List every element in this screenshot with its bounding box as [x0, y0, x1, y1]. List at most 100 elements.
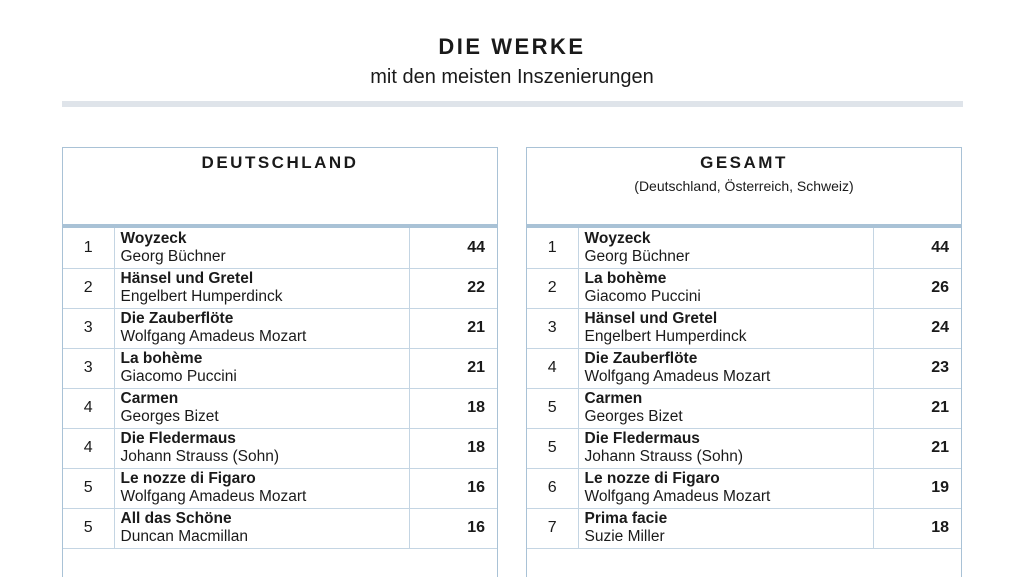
rank-cell: 2 [527, 268, 579, 309]
work-title: Die Zauberflöte [584, 350, 698, 367]
page-title: DIE WERKE [438, 34, 586, 59]
work-author: Giacomo Puccini [584, 288, 701, 305]
ranking-table: 1 Woyzeck Georg Büchner 44 2 La bohème G… [527, 228, 961, 549]
rank-cell: 7 [527, 508, 579, 549]
rank-cell: 2 [63, 268, 115, 309]
work-cell: Le nozze di Figaro Wolfgang Amadeus Moza… [114, 468, 410, 509]
work-title: Prima facie [584, 510, 668, 527]
count-cell: 18 [409, 388, 497, 429]
table-row: 4 Die Zauberflöte Wolfgang Amadeus Mozar… [527, 348, 961, 389]
panel-header: GESAMT (Deutschland, Österreich, Schweiz… [527, 148, 961, 224]
rank-cell: 5 [527, 428, 579, 469]
table-row: 7 Prima facie Suzie Miller 18 [527, 508, 961, 549]
table-row: 5 Le nozze di Figaro Wolfgang Amadeus Mo… [63, 468, 497, 509]
rank-cell: 3 [63, 348, 115, 389]
page-header: DIE WERKE mit den meisten Inszenierungen [0, 32, 1024, 92]
work-author: Georges Bizet [584, 408, 683, 425]
work-cell: Carmen Georges Bizet [114, 388, 410, 429]
rank-cell: 5 [63, 468, 115, 509]
work-cell: Die Zauberflöte Wolfgang Amadeus Mozart [578, 348, 874, 389]
work-author: Georg Büchner [584, 247, 690, 265]
table-row: 5 All das Schöne Duncan Macmillan 16 [63, 508, 497, 549]
table-row: 1 Woyzeck Georg Büchner 44 [527, 228, 961, 269]
count-cell: 16 [409, 508, 497, 549]
count-cell: 16 [409, 468, 497, 509]
work-cell: La bohème Giacomo Puccini [114, 348, 410, 389]
work-author: Suzie Miller [584, 528, 665, 545]
count-cell: 44 [409, 228, 497, 269]
work-cell: Die Zauberflöte Wolfgang Amadeus Mozart [114, 308, 410, 349]
panel-title: DEUTSCHLAND [201, 153, 359, 172]
work-author: Engelbert Humperdinck [120, 288, 283, 305]
work-title: All das Schöne [120, 510, 232, 527]
rank-cell: 4 [527, 348, 579, 389]
work-author: Georg Büchner [120, 247, 226, 265]
table-row: 4 Carmen Georges Bizet 18 [63, 388, 497, 429]
panel-title: GESAMT [700, 153, 788, 172]
count-cell: 21 [409, 308, 497, 349]
rank-cell: 3 [63, 308, 115, 349]
work-author: Giacomo Puccini [120, 368, 237, 385]
work-cell: Prima facie Suzie Miller [578, 508, 874, 549]
panel-header: DEUTSCHLAND [63, 148, 497, 224]
work-author: Johann Strauss (Sohn) [584, 448, 744, 465]
work-title: Carmen [584, 390, 643, 407]
table-row: 2 Hänsel und Gretel Engelbert Humperdinc… [63, 268, 497, 309]
table-row: 5 Die Fledermaus Johann Strauss (Sohn) 2… [527, 428, 961, 469]
count-cell: 22 [409, 268, 497, 309]
work-author: Johann Strauss (Sohn) [120, 448, 280, 465]
rank-cell: 3 [527, 308, 579, 349]
rank-cell: 4 [63, 428, 115, 469]
table-row: 6 Le nozze di Figaro Wolfgang Amadeus Mo… [527, 468, 961, 509]
panel-header-divider [527, 224, 961, 228]
work-cell: All das Schöne Duncan Macmillan [114, 508, 410, 549]
work-title: Hänsel und Gretel [584, 310, 718, 327]
count-cell: 19 [873, 468, 961, 509]
work-cell: Die Fledermaus Johann Strauss (Sohn) [114, 428, 410, 469]
work-author: Wolfgang Amadeus Mozart [120, 328, 307, 345]
table-row: 4 Die Fledermaus Johann Strauss (Sohn) 1… [63, 428, 497, 469]
work-author: Wolfgang Amadeus Mozart [584, 488, 771, 505]
rank-cell: 4 [63, 388, 115, 429]
table-row: 3 Hänsel und Gretel Engelbert Humperdinc… [527, 308, 961, 349]
table-row: 5 Carmen Georges Bizet 21 [527, 388, 961, 429]
page-subtitle: mit den meisten Inszenierungen [370, 66, 654, 88]
work-title: Le nozze di Figaro [120, 470, 256, 487]
count-cell: 23 [873, 348, 961, 389]
rank-cell: 6 [527, 468, 579, 509]
work-title: Hänsel und Gretel [120, 270, 254, 287]
table-row: 3 La bohème Giacomo Puccini 21 [63, 348, 497, 389]
work-cell: Hänsel und Gretel Engelbert Humperdinck [578, 308, 874, 349]
rank-cell: 5 [63, 508, 115, 549]
work-title: Woyzeck [584, 229, 651, 247]
header-divider [62, 101, 963, 107]
work-title: Le nozze di Figaro [584, 470, 720, 487]
rank-cell: 5 [527, 388, 579, 429]
work-author: Wolfgang Amadeus Mozart [584, 368, 771, 385]
count-cell: 44 [873, 228, 961, 269]
count-cell: 21 [873, 388, 961, 429]
ranking-table: 1 Woyzeck Georg Büchner 44 2 Hänsel und … [63, 228, 497, 549]
work-author: Engelbert Humperdinck [584, 328, 747, 345]
work-title: Woyzeck [120, 229, 187, 247]
rank-cell: 1 [527, 228, 579, 269]
panel-subtitle: (Deutschland, Österreich, Schweiz) [634, 178, 854, 194]
work-title: Die Fledermaus [120, 430, 236, 447]
count-cell: 18 [873, 508, 961, 549]
work-author: Duncan Macmillan [120, 528, 249, 545]
work-title: La bohème [120, 350, 203, 367]
work-title: Die Zauberflöte [120, 310, 234, 327]
table-row: 1 Woyzeck Georg Büchner 44 [63, 228, 497, 269]
count-cell: 18 [409, 428, 497, 469]
rank-cell: 1 [63, 228, 115, 269]
table-row: 3 Die Zauberflöte Wolfgang Amadeus Mozar… [63, 308, 497, 349]
work-cell: Carmen Georges Bizet [578, 388, 874, 429]
work-cell: Woyzeck Georg Büchner [114, 228, 410, 269]
count-cell: 21 [409, 348, 497, 389]
table-row: 2 La bohème Giacomo Puccini 26 [527, 268, 961, 309]
ranking-panel-deutschland: DEUTSCHLAND 1 Woyzeck Georg Büchner 44 2… [62, 147, 498, 577]
work-cell: Woyzeck Georg Büchner [578, 228, 874, 269]
count-cell: 26 [873, 268, 961, 309]
count-cell: 21 [873, 428, 961, 469]
work-title: Die Fledermaus [584, 430, 700, 447]
